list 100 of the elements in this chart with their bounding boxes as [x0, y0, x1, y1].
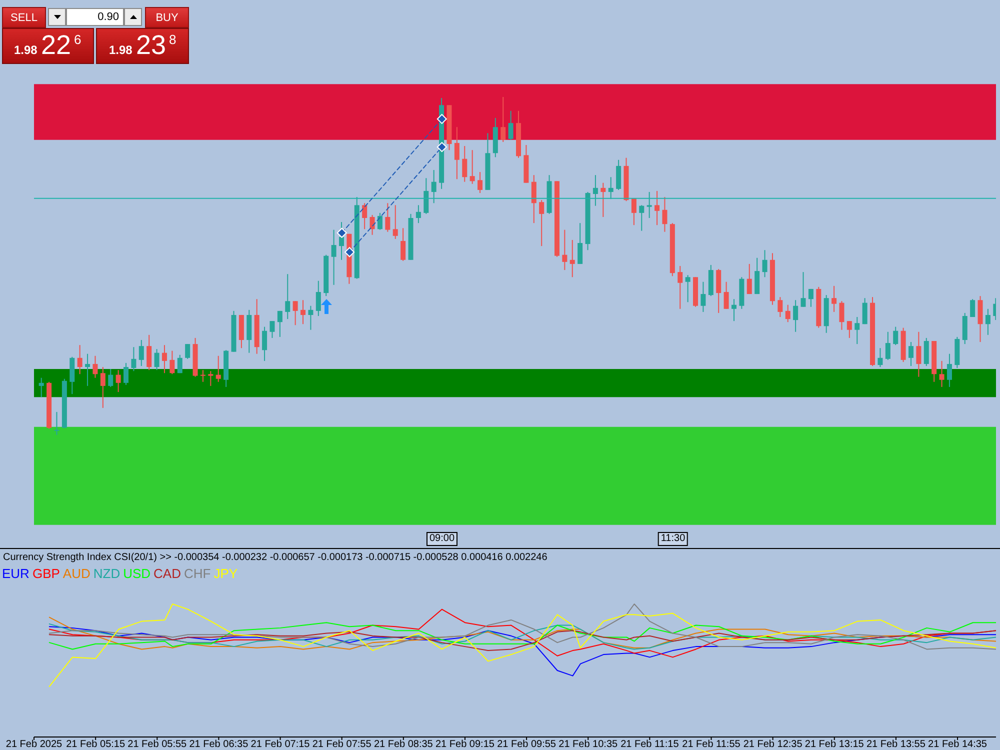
candlestick [985, 308, 990, 336]
candlestick [946, 353, 952, 388]
candlestick [146, 334, 152, 371]
candlestick [124, 362, 129, 386]
candlestick [154, 348, 160, 371]
x-tick-label: 21 Feb 14:35 [928, 739, 988, 750]
text: CHF [184, 566, 211, 581]
candlestick [92, 355, 98, 378]
candlestick [424, 178, 429, 214]
candlestick [539, 200, 544, 247]
x-tick-label: 21 Feb 08:35 [374, 739, 434, 750]
candlestick [570, 239, 575, 278]
candlestick [800, 272, 806, 308]
candlestick [924, 337, 929, 366]
text: AUD [62, 566, 90, 581]
candlestick [908, 342, 914, 366]
text: 23$^{8}$ [136, 30, 176, 60]
point [436, 114, 447, 124]
candlestick [431, 170, 436, 204]
candlestick [754, 257, 760, 295]
candlestick [100, 366, 106, 408]
candlestick [662, 196, 668, 232]
candlestick [962, 312, 968, 345]
text: GBP [32, 566, 60, 581]
candlestick [854, 316, 860, 345]
candlestick [600, 182, 606, 218]
candlestick [131, 346, 136, 372]
text: 1.98 [14, 43, 38, 57]
candlestick [939, 360, 944, 388]
candlestick [578, 222, 583, 264]
candlestick [70, 356, 75, 395]
candlestick [746, 263, 752, 295]
candlestick [893, 326, 898, 346]
candlestick [531, 174, 536, 224]
candlestick [400, 228, 406, 262]
candlestick [216, 355, 221, 382]
candlestick [508, 110, 514, 140]
candlestick [916, 331, 922, 378]
candlestick [54, 411, 60, 436]
candlestick [839, 300, 844, 330]
candlestick [832, 285, 837, 312]
candlestick [77, 344, 82, 375]
candlestick [731, 298, 736, 322]
text: BUY [156, 12, 178, 24]
candlestick [639, 204, 644, 232]
text: CAD [154, 566, 181, 581]
candlestick [462, 146, 468, 182]
x-tick-label: 21 Feb 05:15 [66, 739, 126, 750]
candlestick [685, 274, 690, 303]
candlestick [138, 339, 144, 366]
candlestick [646, 191, 652, 218]
candlestick [38, 377, 44, 398]
text: 1.98 [109, 43, 132, 57]
candlestick [416, 204, 421, 224]
candlestick [608, 176, 614, 200]
x-tick-label: 21 Feb 13:15 [804, 739, 864, 750]
candlestick [362, 202, 368, 230]
candlestick [270, 320, 275, 338]
x-tick-label: 21 Feb 05:55 [128, 739, 188, 750]
text: USD [123, 566, 151, 581]
candlestick [292, 300, 298, 326]
candlestick [300, 300, 306, 325]
text: JPY [214, 566, 238, 581]
candlestick [370, 214, 375, 236]
candlestick [700, 281, 706, 312]
candlestick [654, 190, 660, 226]
candlestick [678, 265, 683, 310]
text: EUR [2, 566, 30, 581]
candlestick [978, 296, 983, 343]
x-tick-label: 21 Feb 07:55 [312, 739, 372, 750]
candlestick [793, 300, 798, 332]
text: NZD [93, 566, 120, 581]
candlestick [177, 354, 182, 374]
candlestick [108, 368, 114, 388]
candlestick [862, 298, 868, 325]
candlestick [162, 344, 167, 374]
candlestick [592, 174, 598, 206]
candlestick [385, 202, 390, 232]
candlestick [208, 370, 214, 386]
text: SELL [10, 12, 38, 24]
candlestick [478, 172, 483, 194]
candlestick [808, 288, 814, 308]
candlestick [762, 250, 768, 278]
candlestick [170, 350, 175, 375]
candlestick [778, 296, 783, 318]
candlestick [308, 305, 314, 330]
candlestick [85, 353, 90, 386]
point [336, 228, 347, 238]
chart-title: Currency Strength Index CSI(20/1) >> -0.000354 -0.000232 -0.000657 -0.000173 -0.000715 -0.000528 0.000416 0.002246 [3, 552, 548, 563]
x-tick-label: 21 Feb 09:15 [436, 739, 495, 750]
candlestick [262, 326, 268, 362]
candlestick [338, 222, 344, 260]
candlestick [200, 370, 206, 382]
x-tick-label: 21 Feb 2025 [6, 739, 63, 750]
text: 0.90 [98, 11, 119, 23]
x-tick-label: 21 Feb 11:15 [620, 739, 680, 750]
candlestick [970, 298, 976, 318]
candlestick [116, 370, 121, 393]
x-tick-label: 21 Feb 07:15 [250, 739, 310, 750]
text: 11:30 [658, 532, 688, 546]
